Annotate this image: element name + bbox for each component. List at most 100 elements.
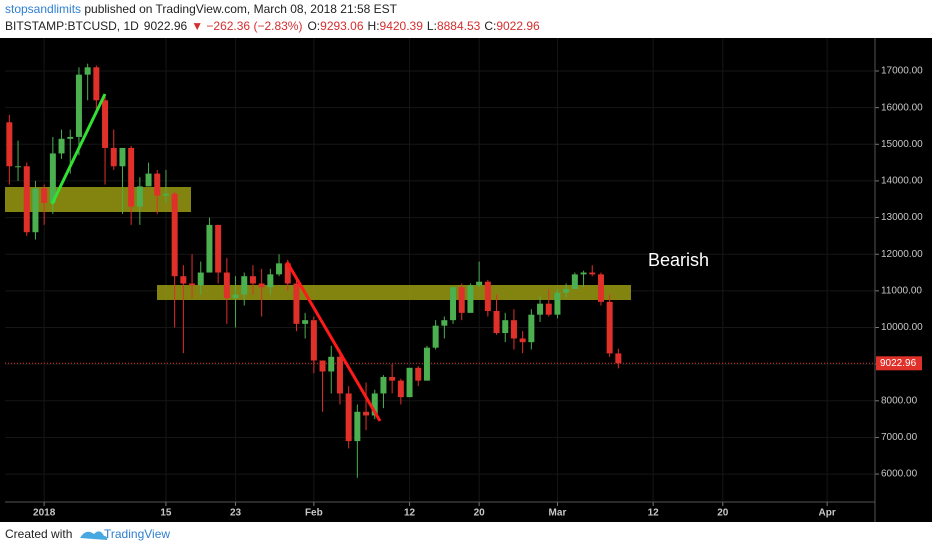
candle-body	[432, 325, 439, 348]
candle-body	[450, 287, 457, 321]
l-label: L:	[427, 19, 437, 33]
candle-body	[458, 287, 465, 313]
candle-body	[380, 376, 387, 394]
chart-background	[0, 38, 932, 522]
candle-body	[406, 367, 413, 398]
x-tick-label: Apr	[819, 508, 836, 519]
candle-body	[49, 153, 56, 203]
annotation: Bearish	[648, 250, 709, 270]
author[interactable]: stopsandlimits	[5, 2, 81, 16]
candle-body	[241, 276, 248, 295]
c-label: C:	[484, 19, 496, 33]
candle-body	[319, 360, 326, 372]
candle-body	[6, 122, 13, 167]
h-label: H:	[368, 19, 380, 33]
candle-body	[258, 283, 265, 288]
candle-body	[563, 289, 570, 293]
candle-body	[41, 188, 48, 203]
candle-body	[162, 193, 169, 196]
c-value: 9022.96	[496, 19, 540, 33]
x-tick-label: 12	[404, 508, 416, 519]
y-tick-label: 16000.00	[881, 102, 923, 113]
o-label: O:	[307, 19, 320, 33]
candle-body	[328, 356, 335, 372]
published: published on TradingView.com, March 08, …	[81, 2, 398, 16]
candle-body	[232, 294, 239, 299]
x-tick-label: Mar	[549, 508, 567, 519]
candle-body	[154, 173, 161, 196]
footer-band	[0, 522, 932, 550]
trend-line	[50, 93, 107, 205]
candle-body	[484, 281, 491, 312]
candle-body	[476, 281, 483, 286]
zone-box	[157, 285, 631, 300]
last-price-tag	[876, 356, 922, 371]
candle-body	[415, 367, 422, 381]
candle-body	[189, 283, 196, 286]
x-tick-label: 15	[160, 508, 172, 519]
candle-body	[467, 285, 474, 313]
candle-body	[23, 166, 30, 233]
candle-body	[32, 188, 39, 233]
candle-body	[571, 274, 578, 290]
candle-body	[276, 263, 283, 275]
candle-body	[206, 224, 213, 273]
candle-body	[215, 224, 222, 273]
candle-body	[363, 411, 370, 416]
candle-body	[502, 320, 509, 333]
candle-body	[397, 380, 404, 398]
y-tick-label: 10000.00	[881, 322, 923, 333]
candle-body	[336, 356, 343, 394]
x-tick-label: 23	[230, 508, 242, 519]
symbol: BITSTAMP:BTCUSD, 1D	[5, 19, 139, 33]
y-tick-label: 15000.00	[881, 139, 923, 150]
l-value: 8884.53	[437, 19, 481, 33]
candle-body	[267, 274, 274, 288]
symbol-line: BITSTAMP:BTCUSD, 1D 9022.96 ▼ −262.36 (−2.…	[5, 19, 540, 33]
x-tick-label: 12	[648, 508, 660, 519]
candle-body	[423, 347, 430, 381]
candle-body	[84, 67, 91, 75]
candle-body	[128, 147, 135, 207]
change: ▼ −262.36 (−2.83%)	[191, 19, 302, 33]
h-value: 9420.39	[380, 19, 424, 33]
candle-body	[145, 173, 152, 187]
candle-body	[119, 147, 126, 167]
x-tick-label: 20	[474, 508, 486, 519]
x-tick-label: 20	[717, 508, 729, 519]
candle-body	[75, 74, 82, 137]
last-price-label: 9022.96	[880, 358, 917, 369]
trend-line	[285, 261, 382, 422]
candle-body	[102, 100, 109, 148]
y-tick-label: 12000.00	[881, 249, 923, 260]
candle-body	[606, 301, 613, 354]
candle-body	[545, 303, 552, 315]
o-value: 9293.06	[320, 19, 364, 33]
candle-body	[597, 274, 604, 302]
candle-body	[223, 272, 230, 299]
candle-body	[302, 320, 309, 324]
candle-body	[554, 292, 561, 315]
candle-body	[58, 138, 65, 154]
candle-body	[67, 136, 74, 139]
candle-body	[580, 272, 587, 275]
candle-body	[110, 147, 117, 167]
candle-body	[293, 283, 300, 324]
candle-body	[519, 338, 526, 343]
candle-body	[493, 311, 500, 333]
logo-icon	[80, 531, 108, 540]
y-tick-label: 8000.00	[881, 395, 918, 406]
candle-body	[93, 67, 100, 101]
candle-body	[345, 393, 352, 442]
candle-body	[249, 276, 256, 284]
footer-brand[interactable]: TradingView	[104, 527, 170, 541]
candle-body	[389, 376, 396, 381]
candle-body	[15, 166, 22, 168]
candle-body	[171, 193, 178, 277]
x-tick-label: 2018	[33, 508, 56, 519]
candle-body	[510, 320, 517, 339]
candle-body	[197, 272, 204, 286]
y-tick-label: 14000.00	[881, 176, 923, 187]
publish-line: stopsandlimits published on TradingView.…	[5, 2, 398, 16]
y-tick-label: 11000.00	[881, 285, 922, 296]
